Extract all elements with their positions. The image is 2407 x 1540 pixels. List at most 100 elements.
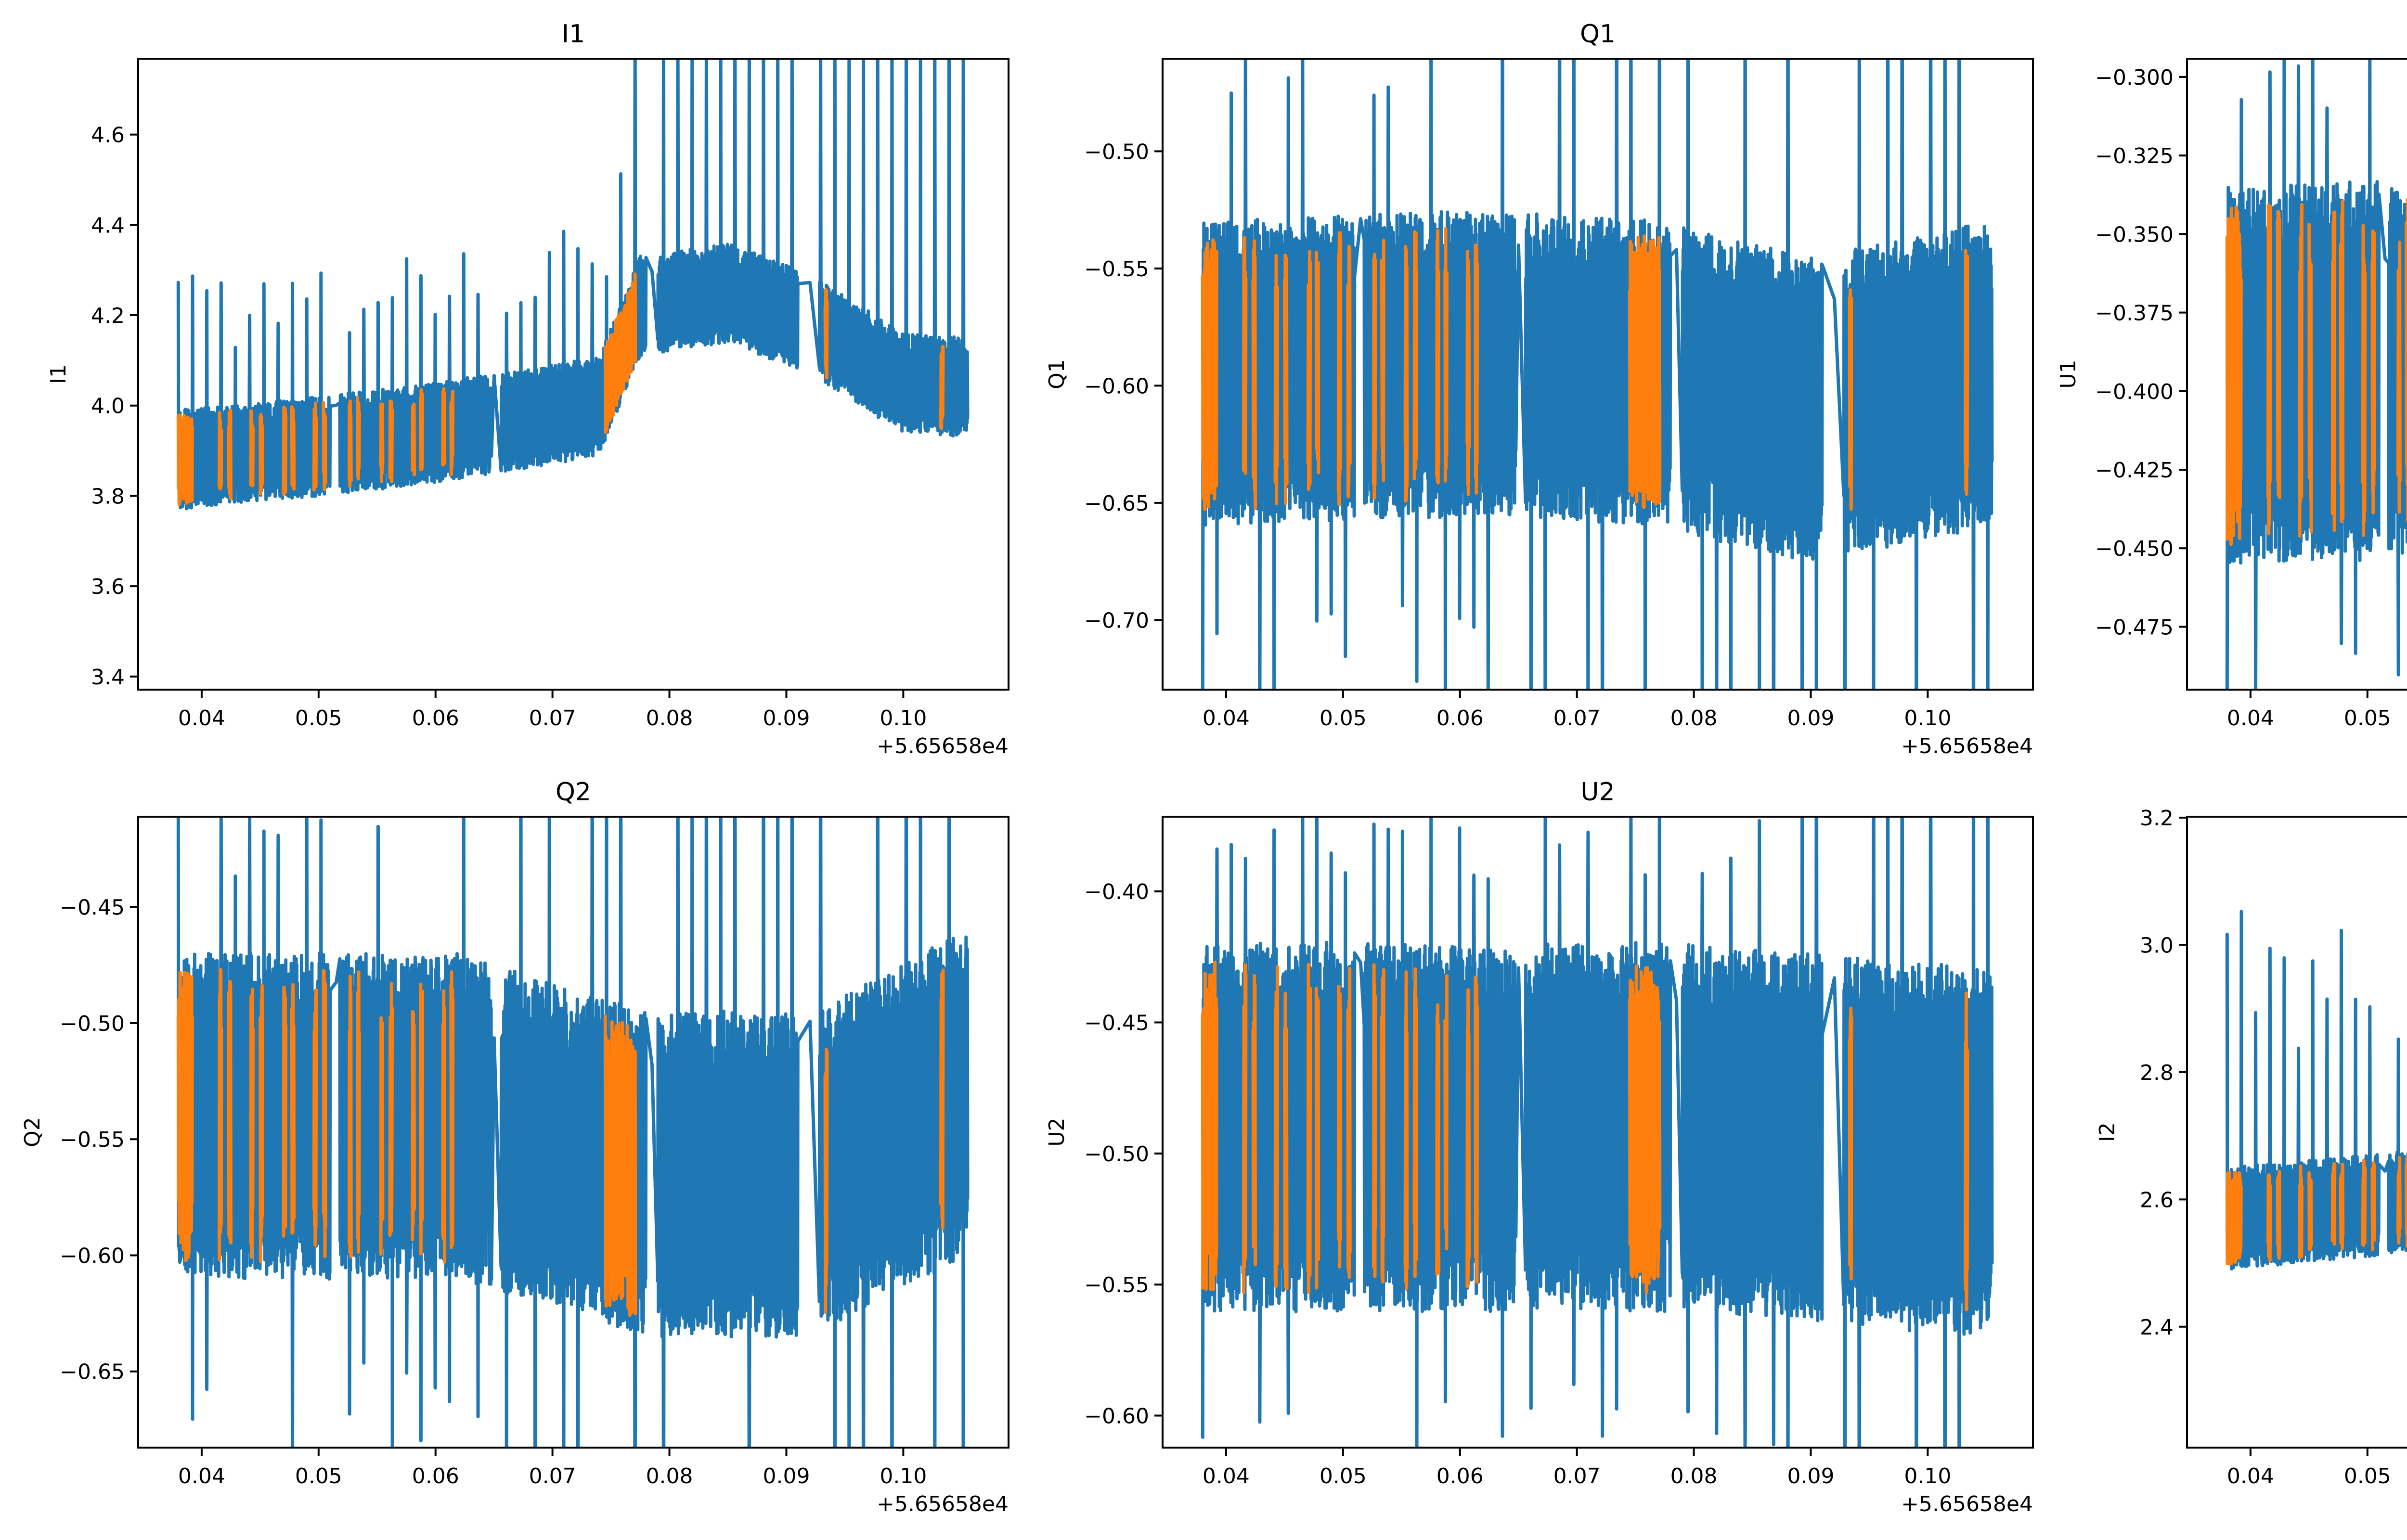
y-tick-label: −0.60 — [60, 1244, 125, 1268]
series-line-subset — [218, 411, 223, 490]
x-tick-label: 0.07 — [1553, 706, 1601, 731]
x-tick-label: 0.08 — [646, 1464, 693, 1489]
panel-I1: 0.04 0.05 0.06 0.07 0.08 0.09 0.10 3.4 3.6 3.8 4.0… — [46, 20, 1009, 758]
series-line-subset — [282, 406, 288, 496]
series-line-all — [2225, 910, 2407, 1271]
x-offset-text: +5.65658e4 — [1901, 1492, 2033, 1516]
series-line-subset — [388, 982, 394, 1237]
y-tick-label: −0.55 — [60, 1128, 125, 1152]
series-line-subset — [356, 396, 361, 481]
x-tick-label: 0.10 — [880, 1464, 927, 1489]
panel-title: Q2 — [556, 778, 591, 807]
plot-area — [1201, 817, 1994, 1448]
series-line-subset — [1403, 970, 1409, 1290]
y-axis-label: Q2 — [20, 1117, 45, 1147]
series-line-subset — [1346, 244, 1352, 499]
series-line-subset — [1314, 987, 1320, 1290]
series-line-subset — [2361, 224, 2367, 537]
y-tick-label: 3.0 — [2140, 933, 2174, 958]
series-line-subset — [227, 980, 233, 1245]
y-tick-label: 2.4 — [2140, 1315, 2174, 1340]
series-line-subset — [603, 1014, 637, 1317]
x-tick-label: 0.04 — [178, 1464, 225, 1489]
series-line-subset — [603, 272, 637, 434]
series-line-subset — [1242, 236, 1248, 475]
panel-title: U2 — [1580, 778, 1615, 807]
series-line-subset — [1465, 250, 1471, 496]
series-line-all — [1201, 59, 1994, 690]
y-tick-label: 4.0 — [91, 394, 125, 419]
y-tick-label: 3.6 — [91, 575, 125, 599]
plot-area — [176, 59, 970, 511]
x-tick-label: 0.09 — [763, 1464, 810, 1489]
series-line-subset — [176, 971, 194, 1262]
panel-title: Q1 — [1580, 20, 1616, 49]
series-line-subset — [2370, 229, 2376, 514]
series-line-subset — [1201, 961, 1218, 1291]
series-line-subset — [449, 389, 455, 476]
y-tick-label: 2.8 — [2140, 1061, 2174, 1085]
series-line-subset — [1306, 250, 1312, 491]
panel-title: I1 — [562, 20, 585, 49]
y-tick-label: −0.70 — [1084, 608, 1149, 633]
series-line-all — [2225, 59, 2407, 690]
x-tick-label: 0.05 — [295, 706, 342, 731]
series-line-subset — [2298, 203, 2303, 538]
series-line-subset — [1251, 239, 1257, 510]
y-tick-label: −0.350 — [2095, 222, 2174, 247]
x-tick-label: 0.04 — [178, 706, 225, 731]
series-line-subset — [1465, 988, 1471, 1288]
panel-I2: 0.040.050.060.070.080.090.102.42.62.83.0… — [2095, 806, 2407, 1489]
y-tick-label: −0.60 — [1084, 374, 1149, 398]
series-line-subset — [1336, 985, 1343, 1269]
series-line-subset — [2339, 1163, 2345, 1250]
series-line-subset — [249, 409, 255, 488]
series-line-subset — [312, 988, 318, 1247]
series-line-subset — [1412, 967, 1418, 1278]
series-line-subset — [2396, 1155, 2402, 1245]
series-line-subset — [227, 409, 233, 500]
x-tick-label: 0.05 — [295, 1464, 342, 1489]
x-tick-label: 0.04 — [2227, 1464, 2274, 1489]
series-line-subset — [1283, 991, 1289, 1291]
x-tick-label: 0.09 — [1787, 706, 1834, 731]
series-line-subset — [411, 1010, 416, 1242]
series-line-subset — [1201, 238, 1218, 511]
y-tick-label: 4.4 — [91, 213, 125, 238]
y-tick-label: 3.2 — [2140, 806, 2174, 831]
y-tick-label: −0.50 — [1084, 140, 1149, 164]
y-tick-label: 4.6 — [91, 123, 125, 148]
series-line-subset — [1314, 251, 1320, 475]
series-line-subset — [1380, 238, 1385, 482]
series-line-subset — [2370, 1161, 2376, 1252]
series-line-subset — [2339, 200, 2345, 523]
series-line-subset — [1306, 962, 1312, 1294]
x-offset-text: +5.65658e4 — [1901, 734, 2033, 758]
y-axis-label: U2 — [1045, 1117, 1069, 1146]
y-axis-label: I1 — [46, 364, 71, 384]
x-tick-label: 0.10 — [880, 706, 927, 731]
series-line-subset — [823, 288, 829, 380]
series-line-subset — [379, 1016, 385, 1256]
axes-frame — [1162, 816, 2034, 1449]
x-tick-label: 0.07 — [529, 706, 576, 731]
series-line-subset — [348, 399, 353, 488]
x-tick-label: 0.06 — [412, 706, 459, 731]
series-line-subset — [1443, 974, 1449, 1250]
series-line-subset — [1273, 254, 1279, 505]
y-tick-label: −0.55 — [1084, 257, 1149, 282]
series-line-subset — [322, 969, 327, 1258]
series-line-subset — [939, 968, 945, 1230]
series-line-subset — [441, 387, 447, 467]
axes-frame — [2186, 816, 2407, 1449]
x-tick-label: 0.06 — [412, 1464, 459, 1489]
series-line-subset — [1848, 1006, 1853, 1281]
series-line-subset — [2225, 205, 2243, 546]
series-line-all — [176, 817, 970, 1448]
series-line-subset — [388, 399, 394, 483]
series-line-subset — [1372, 963, 1377, 1278]
x-tick-label: 0.05 — [1320, 1464, 1367, 1489]
axes-frame — [137, 816, 1009, 1449]
y-tick-label: −0.325 — [2095, 144, 2174, 168]
